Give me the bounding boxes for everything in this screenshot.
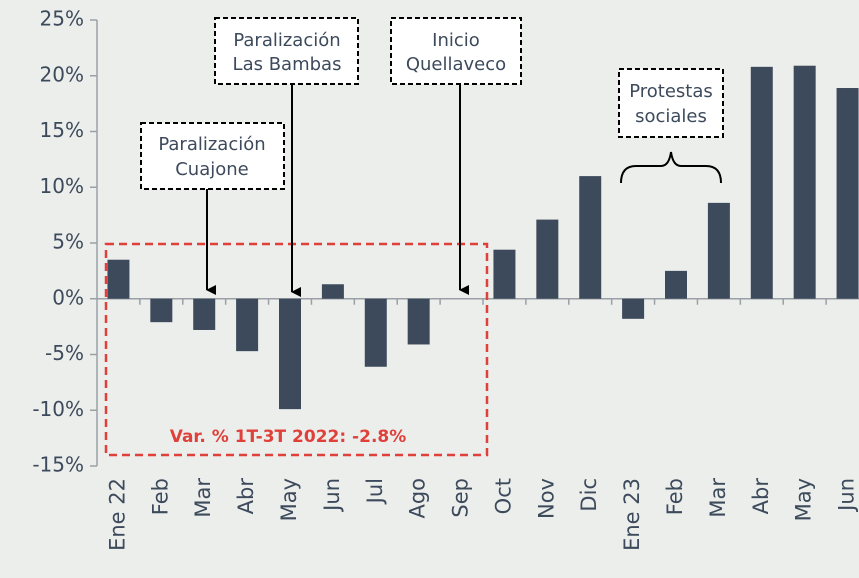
y-tick-label: -10% <box>32 397 84 421</box>
x-tick-label: Feb <box>148 478 172 515</box>
bar <box>536 219 559 299</box>
bar <box>193 298 216 330</box>
annotation-box <box>390 17 522 85</box>
highlight-label: Var. % 1T-3T 2022: -2.8% <box>170 427 407 447</box>
x-tick-label: Mar <box>191 478 215 518</box>
annotation-text: Paralización <box>158 134 265 155</box>
bar <box>665 270 687 299</box>
annotation-text: Las Bambas <box>233 54 342 75</box>
y-tick-label: -5% <box>45 341 84 365</box>
bar <box>750 66 773 299</box>
x-tick-label: Ago <box>406 478 430 519</box>
x-tick-label: Nov <box>534 478 558 519</box>
y-tick-label: 10% <box>40 174 84 198</box>
x-tick-label: Ene 23 <box>620 478 644 551</box>
bar <box>150 298 173 323</box>
x-tick-label: Sep <box>449 478 473 518</box>
x-tick-label: May <box>277 478 301 521</box>
y-tick-label: 0% <box>52 285 84 309</box>
bar <box>493 249 516 299</box>
x-tick-label: Oct <box>491 478 515 514</box>
bar <box>279 298 301 410</box>
x-tick-label: Jun <box>835 478 859 513</box>
brace <box>620 151 722 184</box>
annotation-text: Inicio <box>432 30 480 51</box>
x-tick-label: Dic <box>577 478 601 512</box>
x-tick-label: Jun <box>320 478 344 513</box>
bar <box>107 259 130 299</box>
x-tick-label: Feb <box>663 478 687 515</box>
bar <box>407 298 430 345</box>
x-tick-label: Abr <box>749 478 773 515</box>
annotation-text: sociales <box>635 106 707 127</box>
x-tick-label: Ene 22 <box>105 478 129 551</box>
y-tick-label: 25% <box>40 7 84 31</box>
x-tick-label: Abr <box>234 478 258 515</box>
y-tick-label: -15% <box>32 453 84 477</box>
annotation-text: Quellaveco <box>406 54 506 75</box>
bars <box>107 65 859 410</box>
x-tick-label: May <box>792 478 816 521</box>
x-tick-label: Mar <box>706 478 730 518</box>
y-tick-label: 5% <box>52 230 84 254</box>
annotation-text: Cuajone <box>175 159 249 180</box>
y-tick-label: 15% <box>40 118 84 142</box>
bar <box>707 202 730 299</box>
bar <box>321 284 344 299</box>
bar <box>793 65 816 299</box>
x-tick-label: Jul <box>363 478 387 505</box>
bar <box>836 88 859 299</box>
annotation-box <box>140 122 285 190</box>
bar <box>579 176 602 299</box>
bar <box>364 298 387 367</box>
annotation-text: Paralización <box>233 30 340 51</box>
bar <box>622 298 645 319</box>
highlight-box <box>104 242 489 457</box>
annotation-box <box>214 17 359 85</box>
y-tick-label: 20% <box>40 62 84 86</box>
annotation-text: Protestas <box>629 81 713 102</box>
annotation-box <box>618 68 724 138</box>
bar <box>236 298 259 352</box>
